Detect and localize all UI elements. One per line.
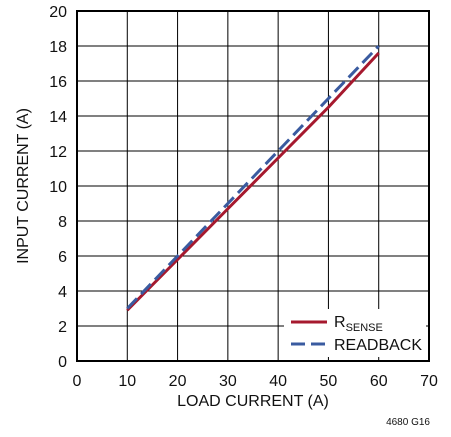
x-tick-label: 40 [269, 373, 287, 390]
x-tick-label: 60 [370, 373, 388, 390]
y-tick-label: 10 [49, 179, 67, 196]
legend-label-rsense-subscript: SENSE [346, 322, 383, 334]
x-tick-label: 0 [73, 373, 82, 390]
series-lines [126, 44, 380, 312]
legend: RSENSE READBACK [284, 309, 426, 357]
y-tick-label: 20 [49, 4, 67, 21]
legend-label-rsense: RSENSE [334, 314, 383, 334]
y-tick-label: 8 [58, 214, 67, 231]
figure-id: 4680 G16 [386, 417, 430, 428]
grid [77, 11, 429, 361]
plot-area-border [76, 10, 430, 362]
x-tick-label: 70 [420, 373, 438, 390]
x-axis-title: LOAD CURRENT (A) [177, 393, 329, 410]
legend-label-readback: READBACK [334, 337, 422, 354]
x-tick-label: 30 [219, 373, 237, 390]
y-tick-label: 6 [58, 249, 67, 266]
series-line-readback [126, 44, 380, 310]
y-tick-label: 14 [49, 109, 67, 126]
y-tick-label: 16 [49, 74, 67, 91]
x-tick-label: 50 [320, 373, 338, 390]
x-tick-label: 10 [118, 373, 136, 390]
tick-labels: 0 10 20 30 40 50 60 70 0 2 4 6 8 10 12 14 16 18 20 [49, 4, 438, 390]
x-tick-label: 20 [169, 373, 187, 390]
y-tick-label: 4 [58, 284, 67, 301]
series-line-rsense [126, 51, 380, 312]
y-tick-label: 12 [49, 144, 67, 161]
y-tick-label: 2 [58, 319, 67, 336]
legend-background [284, 309, 426, 357]
legend-label-rsense-main: R [334, 314, 346, 331]
y-tick-label: 0 [58, 354, 67, 371]
y-tick-label: 18 [49, 39, 67, 56]
y-axis-title: INPUT CURRENT (A) [15, 108, 32, 264]
